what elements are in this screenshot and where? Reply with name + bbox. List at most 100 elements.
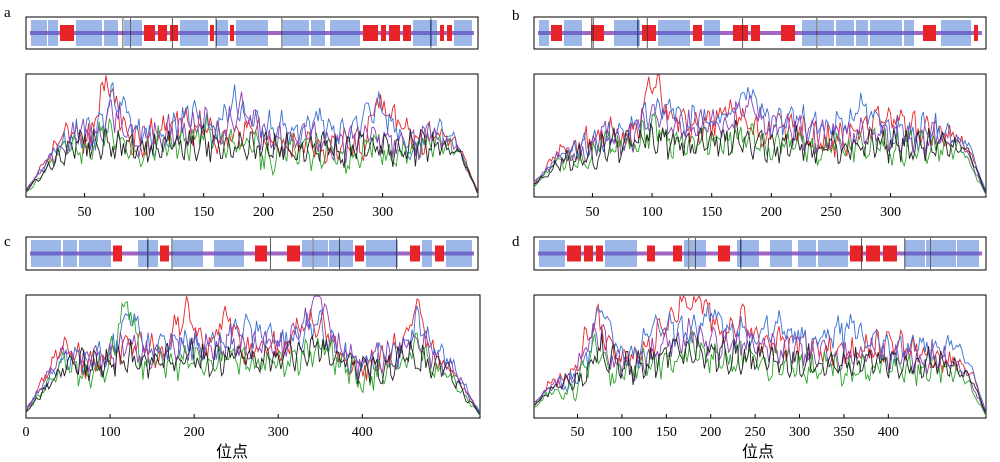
helix-block — [718, 245, 730, 262]
strand-block — [446, 240, 472, 267]
strand-block — [76, 20, 102, 46]
x-tick-label: 150 — [656, 425, 677, 440]
x-tick-label: 300 — [268, 425, 289, 440]
helix-block — [287, 245, 300, 262]
strand-block — [737, 240, 759, 267]
helix-block — [974, 25, 978, 41]
series-line — [533, 93, 987, 194]
series-line — [25, 113, 479, 195]
helix-block — [733, 25, 748, 41]
helix-block — [158, 25, 167, 41]
helix-block — [751, 25, 760, 41]
x-tick-label: 100 — [611, 425, 632, 440]
helix-block — [584, 245, 593, 262]
helix-block — [230, 25, 234, 41]
panel-letter-a: a — [4, 5, 11, 21]
x-tick-label: 350 — [833, 425, 854, 440]
strand-block — [31, 20, 47, 46]
helix-block — [923, 25, 936, 41]
x-tick-label: 100 — [100, 425, 121, 440]
series-line — [25, 91, 479, 194]
helix-block — [567, 245, 581, 262]
helix-block — [866, 245, 880, 262]
helix-block — [883, 245, 897, 262]
x-tick-label: 50 — [571, 425, 585, 440]
helix-block — [381, 25, 386, 41]
strand-block — [366, 240, 398, 267]
helix-block — [210, 25, 214, 41]
strand-block — [704, 20, 720, 46]
helix-block — [60, 25, 74, 41]
x-axis-label-c: 位点 — [216, 442, 248, 461]
helix-block — [596, 245, 603, 262]
helix-block — [113, 245, 122, 262]
x-tick-label: 200 — [761, 205, 782, 220]
helix-block — [403, 25, 411, 41]
strand-block — [539, 240, 565, 267]
strand-block — [311, 20, 325, 46]
strand-block — [856, 20, 868, 46]
helix-block — [389, 25, 400, 41]
strand-block — [63, 240, 77, 267]
panel-c: 0 100 200 300 400 — [23, 236, 481, 440]
series-line — [533, 304, 987, 414]
helix-block — [160, 245, 169, 262]
helix-block — [642, 25, 656, 41]
helix-block — [551, 25, 562, 41]
x-tick-label: 200 — [700, 425, 721, 440]
strand-block — [48, 20, 58, 46]
x-tick-label: 150 — [701, 205, 722, 220]
helix-block — [447, 25, 452, 41]
x-tick-label: 0 — [23, 425, 30, 440]
helix-block — [693, 25, 702, 41]
helix-block — [440, 25, 444, 41]
strand-block — [870, 20, 902, 46]
strand-block — [684, 240, 706, 267]
series-line — [533, 330, 987, 416]
series-line — [533, 87, 987, 193]
x-axis-label-d: 位点 — [742, 442, 774, 461]
plot-frame — [25, 73, 479, 198]
x-tick-label: 300 — [372, 205, 393, 220]
strand-block — [539, 20, 549, 46]
strand-block — [818, 240, 848, 267]
helix-block — [850, 245, 863, 262]
series-line — [25, 75, 479, 193]
series-line — [533, 119, 987, 194]
x-tick-label: 300 — [789, 425, 810, 440]
strand-block — [104, 20, 118, 46]
panel-letter-d: d — [512, 234, 520, 250]
strand-block — [302, 240, 328, 267]
x-tick-label: 300 — [880, 205, 901, 220]
x-tick-label: 400 — [878, 425, 899, 440]
strand-block — [329, 240, 353, 267]
strand-block — [214, 240, 244, 267]
strand-block — [454, 20, 472, 46]
x-tick-label: 250 — [312, 205, 333, 220]
strand-block — [614, 20, 640, 46]
x-tick-label: 50 — [585, 205, 599, 220]
panel-letter-c: c — [4, 234, 11, 250]
strand-block — [79, 240, 111, 267]
strand-block — [658, 20, 690, 46]
series-line — [25, 305, 481, 414]
series-line — [25, 123, 479, 194]
strand-block — [798, 240, 816, 267]
strand-block — [330, 20, 360, 46]
helix-block — [144, 25, 155, 41]
strand-block — [904, 20, 914, 46]
x-tick-label: 50 — [77, 205, 91, 220]
helix-block — [363, 25, 378, 41]
x-tick-label: 250 — [820, 205, 841, 220]
strand-block — [138, 240, 158, 267]
panel-letter-b: b — [512, 8, 520, 24]
helix-block — [435, 245, 444, 262]
strand-block — [836, 20, 854, 46]
helix-block — [255, 245, 267, 262]
x-tick-label: 400 — [352, 425, 373, 440]
panel-a: 50 100 150 200 250 300 — [25, 16, 479, 220]
strand-block — [236, 20, 268, 46]
strand-block — [905, 240, 925, 267]
x-tick-label: 100 — [642, 205, 663, 220]
